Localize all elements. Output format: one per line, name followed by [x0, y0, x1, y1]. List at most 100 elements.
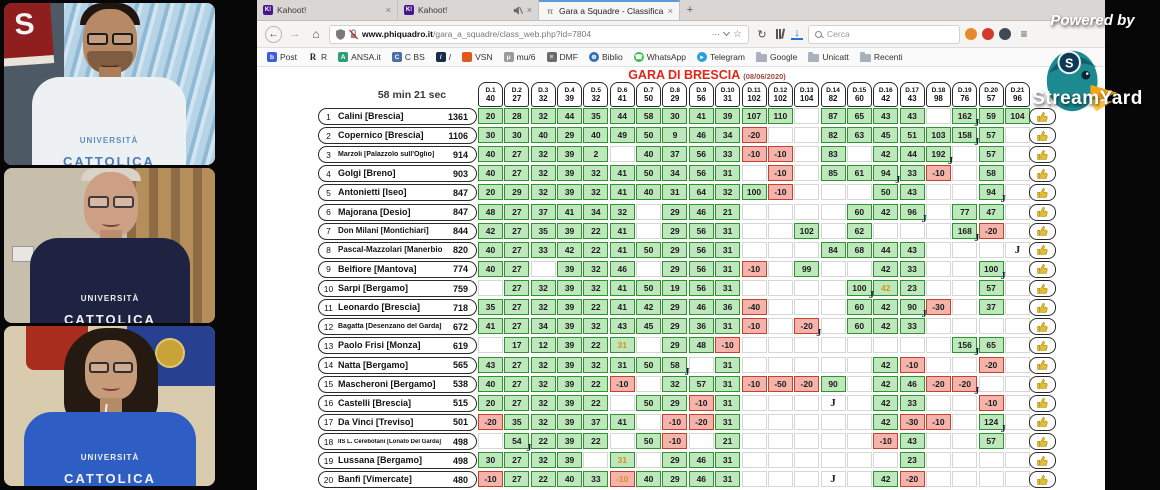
thumbs-up-button[interactable]	[1029, 433, 1056, 451]
browser-tab[interactable]: K! Kahoot! ×	[398, 0, 539, 20]
reload-button[interactable]: ↻	[757, 28, 767, 41]
column-header-D.20[interactable]: D.20 57	[978, 82, 1004, 107]
download-icon[interactable]: ↓	[791, 27, 803, 40]
extension-icon-dark[interactable]	[999, 28, 1011, 40]
bookmark-item[interactable]: A ANSA.it	[338, 52, 381, 62]
tab-close-icon[interactable]: ×	[667, 6, 673, 16]
thumbs-up-button[interactable]	[1029, 184, 1056, 202]
search-bar[interactable]: Cerca	[808, 24, 960, 44]
thumbs-up-button[interactable]	[1029, 452, 1056, 470]
team-rank: 20	[323, 474, 334, 485]
score-cell	[978, 241, 1004, 258]
column-header-D.4[interactable]: D.4 39	[557, 82, 583, 107]
column-header-D.12[interactable]: D.12 102	[767, 82, 793, 107]
thumbs-up-button[interactable]	[1029, 108, 1056, 125]
bookmark-favicon: R	[309, 52, 317, 62]
browser-tab[interactable]: K! Kahoot! ×	[257, 0, 398, 20]
page-actions-icon[interactable]: ⋯	[711, 28, 721, 39]
bookmark-star-icon[interactable]: ☆	[733, 28, 742, 40]
bookmark-item[interactable]: Google	[755, 52, 797, 62]
column-header-D.8[interactable]: D.8 29	[662, 82, 688, 107]
column-header-D.16[interactable]: D.16 42	[873, 82, 899, 107]
thumbs-up-button[interactable]	[1029, 413, 1056, 431]
column-header-D.1[interactable]: D.1 40	[478, 82, 503, 107]
bookmark-label: C BS	[404, 52, 425, 62]
thumbs-up-button[interactable]	[1029, 260, 1056, 278]
column-id: D.7	[643, 86, 654, 94]
thumbs-up-button[interactable]	[1029, 222, 1056, 240]
score-cell: 29	[662, 241, 688, 258]
extension-icon-orange[interactable]	[965, 28, 977, 40]
thumbs-up-button[interactable]	[1029, 127, 1056, 145]
bookmark-item[interactable]: b Post	[267, 52, 297, 62]
score-cell: 65	[978, 337, 1004, 354]
score-cell: 35	[583, 108, 609, 124]
thumbs-up-button[interactable]	[1029, 280, 1056, 298]
thumbs-up-button[interactable]	[1029, 337, 1056, 355]
extension-icon-adblock[interactable]	[982, 28, 994, 40]
column-header-D.15[interactable]: D.15 60	[846, 82, 872, 107]
bookmark-item[interactable]: ⊕ Biblio	[588, 52, 623, 62]
thumbs-up-button[interactable]	[1029, 165, 1056, 183]
score-cell: 41	[557, 203, 583, 220]
thumbs-up-button[interactable]	[1029, 203, 1056, 221]
url-bar[interactable]: www.phiquadro.it/gara_a_squadre/class_we…	[329, 24, 749, 44]
team-rank: 7	[326, 226, 331, 237]
bookmark-item[interactable]: ▸ Telegram	[696, 52, 745, 62]
team-row: 7 Don Milani [Montichiari] 844	[318, 222, 477, 240]
bookmark-item[interactable]: ☎ WhatsApp	[633, 52, 686, 62]
score-cell: 37	[978, 299, 1004, 316]
column-header-D.9[interactable]: D.9 56	[688, 82, 714, 107]
column-header-D.7[interactable]: D.7 50	[636, 82, 662, 107]
score-cell: 40	[530, 127, 556, 144]
bookmark-item[interactable]: VSN	[462, 52, 493, 62]
column-header-D.13[interactable]: D.13 104	[794, 82, 820, 107]
bookmark-item[interactable]: Recenti	[859, 52, 903, 62]
score-cell	[846, 394, 872, 411]
column-header-D.10[interactable]: D.10 31	[715, 82, 741, 107]
thumbs-up-button[interactable]	[1029, 318, 1056, 336]
thumbs-up-button[interactable]	[1029, 299, 1056, 317]
menu-icon[interactable]: ≡	[1020, 27, 1028, 41]
tab-muted-icon[interactable]	[513, 5, 523, 15]
column-header-D.17[interactable]: D.17 43	[899, 82, 925, 107]
score-cell: -10	[767, 184, 793, 201]
new-tab-button[interactable]: +	[686, 4, 694, 16]
thumbs-up-icon	[1037, 226, 1048, 237]
back-button[interactable]: ←	[265, 25, 282, 43]
column-header-D.21[interactable]: D.21 96	[1005, 82, 1030, 107]
library-icon[interactable]	[775, 28, 786, 40]
home-button[interactable]: ⌂	[312, 27, 320, 41]
column-header-D.19[interactable]: D.19 76	[952, 82, 978, 107]
score-cell: 42	[636, 299, 662, 316]
column-header-D.2[interactable]: D.2 27	[504, 82, 530, 107]
column-header-D.11[interactable]: D.11 102	[741, 82, 767, 107]
browser-tab[interactable]: π Gara a Squadre - Classifica - ×	[539, 0, 680, 20]
score-cell: 31	[715, 222, 741, 239]
tab-close-icon[interactable]: ×	[526, 5, 532, 15]
column-header-D.14[interactable]: D.14 82	[820, 82, 846, 107]
column-header-D.18[interactable]: D.18 98	[925, 82, 951, 107]
column-header-D.5[interactable]: D.5 32	[583, 82, 609, 107]
thumbs-up-button[interactable]	[1029, 375, 1056, 393]
column-header-D.6[interactable]: D.6 41	[609, 82, 635, 107]
forward-button[interactable]: →	[289, 28, 301, 40]
thumbs-up-button[interactable]	[1029, 394, 1056, 412]
thumbs-up-button[interactable]	[1029, 146, 1056, 164]
team-rank: 13	[323, 340, 334, 351]
bookmark-item[interactable]: ≡ DMF	[546, 52, 578, 62]
bookmark-item[interactable]: μ mu/6	[503, 52, 536, 62]
thumbs-up-button[interactable]	[1029, 356, 1056, 374]
column-header-D.3[interactable]: D.3 32	[530, 82, 556, 107]
bookmark-item[interactable]: / /	[435, 52, 451, 62]
pocket-icon[interactable]	[722, 28, 731, 37]
tab-close-icon[interactable]: ×	[385, 5, 391, 15]
thumbs-up-button[interactable]	[1029, 471, 1056, 489]
bookmark-item[interactable]: Unicatt	[808, 52, 849, 62]
score-cell: 40	[478, 165, 503, 182]
score-cell: 27	[504, 394, 530, 411]
thumbs-up-icon	[1037, 398, 1048, 409]
thumbs-up-button[interactable]	[1029, 241, 1056, 259]
